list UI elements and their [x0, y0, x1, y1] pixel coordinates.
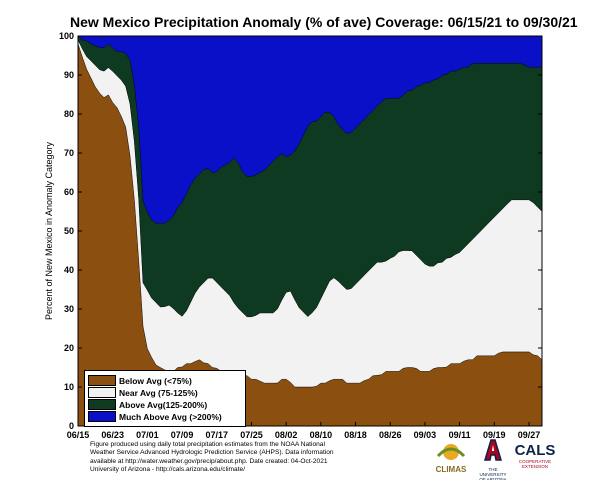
x-tick-label: 07/01 [136, 430, 159, 440]
x-tick-label: 08/10 [310, 430, 333, 440]
legend-label-below: Below Avg (<75%) [119, 375, 192, 386]
footnote-line: Figure produced using daily total precip… [90, 441, 325, 448]
footnote-line: Weather Service Advanced Hydrologic Pred… [90, 449, 334, 457]
x-tick-label: 09/27 [518, 430, 541, 440]
climas-sun-icon [436, 444, 466, 460]
legend-swatch-above [88, 399, 116, 410]
x-tick-label: 07/09 [171, 430, 194, 440]
cals-logo-text: CALS [514, 442, 556, 459]
legend-label-near: Near Avg (75-125%) [119, 387, 198, 398]
x-tick-label: 08/02 [275, 430, 298, 440]
legend-item-much-above: Much Above Avg (>200%) [88, 411, 222, 422]
x-tick-label: 08/18 [344, 430, 367, 440]
legend-item-near: Near Avg (75-125%) [88, 387, 198, 398]
y-tick-label: 30 [64, 304, 74, 314]
x-tick-label: 09/19 [483, 430, 506, 440]
y-tick-label: 0 [69, 421, 74, 431]
university-of-arizona-logo: THE UNIVERSITY OF ARIZONA [476, 438, 510, 480]
legend-swatch-near [88, 387, 116, 398]
climas-logo: CLIMAS [428, 438, 474, 478]
chart-title: New Mexico Precipitation Anomaly (% of a… [70, 14, 578, 30]
footnote-line: University of Arizona - http://cals.ariz… [90, 466, 246, 474]
arizona-a-icon [481, 438, 505, 462]
y-tick-label: 20 [64, 343, 74, 353]
chart-footnote: Figure produced using daily total precip… [90, 441, 435, 475]
y-tick-label: 90 [64, 70, 74, 80]
y-tick-label: 10 [64, 382, 74, 392]
x-tick-label: 06/23 [101, 430, 124, 440]
legend-swatch-below [88, 375, 116, 386]
chart-legend: Below Avg (<75%) Near Avg (75-125%) Abov… [84, 370, 246, 427]
y-tick-label: 70 [64, 148, 74, 158]
y-tick-label: 50 [64, 226, 74, 236]
legend-label-above: Above Avg(125-200%) [119, 399, 208, 410]
climas-logo-text: CLIMAS [435, 465, 467, 474]
x-tick-label: 09/03 [414, 430, 437, 440]
y-tick-label: 60 [64, 187, 74, 197]
y-tick-label: 40 [64, 265, 74, 275]
footnote-line: available at http://water.weather.gov/pr… [90, 457, 328, 465]
y-tick-label: 80 [64, 109, 74, 119]
cals-logo: CALS COOPERATIVE EXTENSION [512, 438, 558, 478]
legend-item-below: Below Avg (<75%) [88, 375, 192, 386]
cals-logo-sub: COOPERATIVE EXTENSION [518, 459, 552, 469]
x-tick-label: 09/11 [449, 430, 471, 440]
x-tick-label: 07/17 [206, 430, 229, 440]
x-tick-label: 06/15 [67, 430, 90, 440]
x-tick-label: 08/26 [379, 430, 402, 440]
legend-swatch-much-above [88, 411, 116, 422]
y-tick-label: 100 [59, 31, 74, 41]
legend-label-much-above: Much Above Avg (>200%) [119, 411, 222, 422]
x-tick-label: 07/25 [240, 430, 263, 440]
y-axis-title: Percent of New Mexico in Anomaly Categor… [44, 141, 54, 320]
legend-item-above: Above Avg(125-200%) [88, 399, 207, 410]
ua-logo-text: THE UNIVERSITY OF ARIZONA [479, 467, 507, 480]
